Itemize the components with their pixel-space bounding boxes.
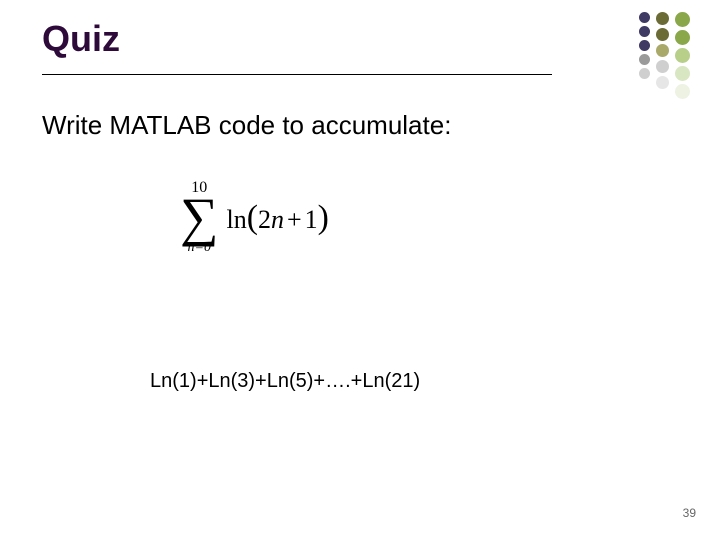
deco-dot (675, 66, 690, 81)
coef: 2 (258, 205, 271, 234)
deco-dot (639, 40, 650, 51)
close-paren: ) (318, 199, 329, 236)
decoration-dots (633, 12, 690, 102)
deco-dot (675, 84, 690, 99)
deco-dot (675, 12, 690, 27)
deco-dot (656, 60, 669, 73)
expansion-text: Ln(1)+Ln(3)+Ln(5)+….+Ln(21) (150, 370, 420, 393)
open-paren: ( (247, 199, 258, 236)
slide-title: Quiz (42, 18, 552, 60)
deco-dot (639, 54, 650, 65)
ln-prefix: ln (227, 205, 247, 234)
deco-dot (639, 26, 650, 37)
const-one: 1 (305, 205, 318, 234)
prompt-text: Write MATLAB code to accumulate: (42, 110, 451, 141)
page-number: 39 (683, 506, 696, 520)
deco-column (675, 12, 690, 102)
deco-column (639, 12, 650, 82)
sigma-block: 10 ∑ n=0 (180, 180, 219, 255)
deco-dot (675, 30, 690, 45)
var-n: n (271, 205, 284, 234)
deco-dot (656, 76, 669, 89)
summation-formula: 10 ∑ n=0 ln(2n+1) (180, 180, 329, 255)
deco-dot (656, 44, 669, 57)
slide: Quiz Write MATLAB code to accumulate: 10… (0, 0, 720, 540)
deco-dot (639, 12, 650, 23)
deco-dot (656, 28, 669, 41)
sigma-icon: ∑ (180, 196, 219, 239)
title-area: Quiz (42, 18, 552, 75)
sigma-expression: ln(2n+1) (227, 199, 329, 237)
deco-dot (675, 48, 690, 63)
deco-dot (639, 68, 650, 79)
plus: + (284, 205, 305, 234)
deco-dot (656, 12, 669, 25)
deco-column (656, 12, 669, 92)
